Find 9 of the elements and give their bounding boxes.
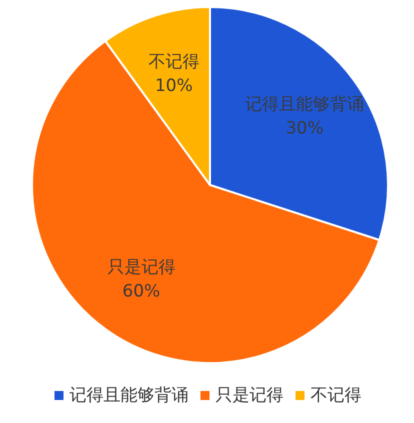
legend-label: 记得且能够背诵 (70, 386, 188, 406)
data-label: 10% (154, 76, 193, 96)
legend-label: 不记得 (310, 386, 362, 406)
data-label: 60% (122, 282, 160, 302)
slice-label: 记得且能够背诵 (245, 94, 364, 114)
slice-label: 不记得 (148, 52, 200, 72)
slice-label: 只是记得 (107, 258, 176, 278)
legend-label: 只是记得 (216, 386, 284, 406)
data-label: 30% (286, 118, 324, 138)
